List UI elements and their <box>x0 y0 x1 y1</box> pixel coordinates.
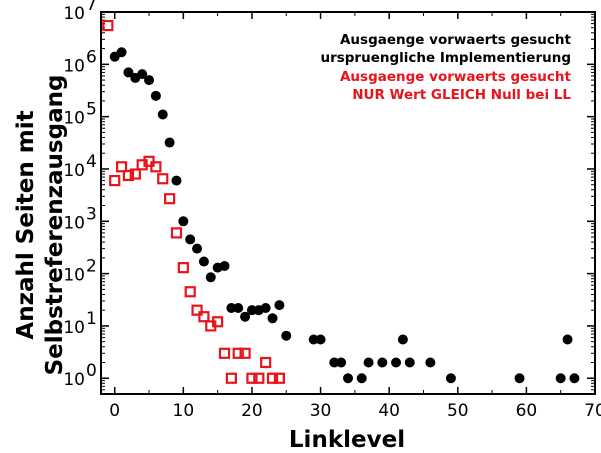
data-point <box>356 373 367 384</box>
y-tick-exponent: 6 <box>86 47 97 67</box>
y-axis-title-line-1: Anzahl Seiten mit <box>13 110 39 339</box>
data-point <box>246 372 258 384</box>
data-point <box>260 303 271 314</box>
data-point <box>232 347 244 359</box>
data-point <box>246 305 257 316</box>
data-point <box>198 311 210 323</box>
data-point <box>218 347 231 359</box>
y-tick-label: 10 <box>63 266 85 286</box>
x-tick-label: 60 <box>516 401 538 421</box>
data-point <box>329 357 340 368</box>
series-1 <box>109 47 580 384</box>
series-2 <box>102 19 285 384</box>
data-point <box>164 137 175 148</box>
data-point <box>425 357 436 368</box>
data-point <box>164 193 176 205</box>
data-point <box>150 161 162 173</box>
data-point <box>157 109 168 120</box>
data-point <box>171 175 182 186</box>
data-point <box>343 373 353 384</box>
data-point <box>116 47 127 58</box>
y-tick-exponent: 4 <box>86 152 97 172</box>
data-point <box>266 372 279 384</box>
data-point <box>336 357 347 368</box>
data-point <box>445 373 456 384</box>
y-tick-exponent: 2 <box>86 257 97 277</box>
data-point <box>115 161 128 173</box>
legend-series-2-line-1: Ausgaenge vorwaerts gesucht <box>340 69 572 85</box>
data-point <box>225 372 237 384</box>
data-point <box>267 313 278 324</box>
x-tick-label: 30 <box>310 401 332 421</box>
data-point <box>205 272 216 283</box>
data-point <box>233 303 244 314</box>
data-point <box>109 174 121 187</box>
data-point <box>150 90 161 101</box>
y-tick-exponent: 5 <box>86 100 97 120</box>
y-tick-exponent: 7 <box>86 0 97 15</box>
data-point <box>308 334 319 345</box>
y-tick-exponent: 0 <box>86 361 97 381</box>
data-point <box>144 75 155 86</box>
data-point <box>219 260 230 271</box>
y-tick-label: 10 <box>63 318 85 338</box>
data-point <box>514 373 525 384</box>
data-point <box>137 69 148 80</box>
legend-series-1-line-1: Ausgaenge vorwaerts gesucht <box>340 32 572 48</box>
legend: Ausgaenge vorwaerts gesucht urspruenglic… <box>320 32 571 103</box>
x-tick-label: 70 <box>584 401 601 421</box>
y-tick-label: 10 <box>63 56 85 76</box>
data-point <box>363 357 374 368</box>
data-point <box>184 286 196 298</box>
data-point <box>397 334 408 345</box>
data-point <box>122 169 135 182</box>
x-tick-label: 40 <box>378 401 400 421</box>
data-point <box>315 334 326 345</box>
data-point <box>273 372 285 384</box>
data-point <box>274 300 285 311</box>
data-point <box>239 347 251 359</box>
data-point <box>240 311 251 322</box>
data-layer <box>102 19 580 384</box>
x-tick-label: 50 <box>447 401 469 421</box>
data-point <box>391 357 402 368</box>
y-tick-label: 10 <box>63 161 85 181</box>
plot-frame <box>100 11 596 395</box>
data-point <box>129 168 141 180</box>
y-tick-label: 10 <box>63 213 85 233</box>
legend-series-1-line-2: urspruengliche Implementierung <box>320 50 571 66</box>
y-tick-label: 10 <box>63 109 85 129</box>
data-point <box>562 334 573 345</box>
data-point <box>404 357 415 368</box>
data-point <box>253 372 265 384</box>
data-point <box>281 330 292 341</box>
data-point <box>198 256 209 267</box>
x-tick-label: 10 <box>173 401 195 421</box>
data-point <box>191 304 203 316</box>
data-point <box>212 316 224 328</box>
x-tick-label: 20 <box>241 401 263 421</box>
x-axis-title: Linklevel <box>289 427 405 453</box>
data-point <box>226 303 237 314</box>
data-point <box>157 173 169 185</box>
x-tick-label: 0 <box>109 401 120 421</box>
y-tick-label: 10 <box>63 4 85 24</box>
data-point <box>377 357 388 368</box>
y-tick-label: 10 <box>63 370 85 390</box>
legend-series-2-line-2: NUR Wert GLEICH Null bei LL <box>352 87 571 103</box>
data-point <box>102 19 114 32</box>
y-axis-title-line-2: Selbstreferenzausgang <box>42 75 68 376</box>
data-point <box>569 373 580 384</box>
data-point <box>260 356 272 369</box>
data-point <box>170 227 183 239</box>
data-point <box>555 373 566 384</box>
data-point <box>178 216 189 227</box>
data-point <box>185 234 196 245</box>
data-point <box>123 67 134 78</box>
data-point <box>177 262 189 274</box>
y-tick-exponent: 1 <box>86 309 97 329</box>
data-point <box>192 243 203 254</box>
y-tick-exponent: 3 <box>86 204 97 224</box>
